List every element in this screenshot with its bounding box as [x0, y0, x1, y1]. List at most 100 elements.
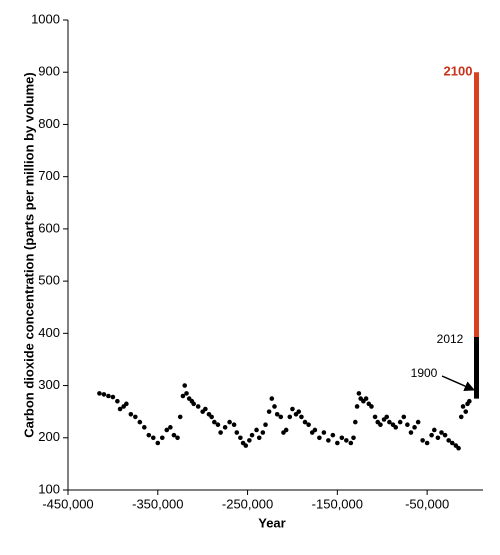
data-point — [146, 432, 152, 438]
data-point — [330, 432, 336, 438]
data-point — [168, 425, 173, 430]
x-tick-label: -150,000 — [312, 496, 363, 511]
data-point — [467, 398, 472, 404]
data-point — [260, 430, 266, 435]
x-tick-label: -350,000 — [132, 496, 183, 511]
data-point — [182, 383, 188, 388]
data-point — [372, 414, 378, 420]
data-point — [215, 422, 221, 428]
data-point — [177, 414, 183, 420]
y-tick-label: 300 — [38, 377, 60, 392]
data-point — [387, 419, 392, 425]
data-point — [266, 409, 272, 414]
data-point — [218, 430, 223, 435]
data-point — [117, 406, 123, 412]
data-point — [397, 419, 403, 425]
data-point — [159, 435, 165, 441]
y-tick-label: 1000 — [31, 11, 60, 26]
data-point — [302, 419, 308, 425]
data-point — [458, 414, 464, 420]
data-point — [184, 391, 189, 396]
data-point — [238, 435, 243, 441]
data-point — [249, 432, 255, 438]
x-tick-label: -250,000 — [222, 496, 273, 511]
y-tick-label: 600 — [38, 220, 60, 235]
data-point — [463, 409, 469, 414]
data-point — [115, 398, 120, 404]
data-point — [363, 396, 369, 401]
data-point — [287, 414, 293, 420]
annotation-arrow — [441, 375, 475, 392]
y-tick-label: 700 — [38, 168, 60, 183]
data-point — [439, 430, 444, 435]
data-point — [290, 406, 295, 412]
data-point — [254, 427, 259, 433]
data-point — [384, 414, 390, 420]
data-point — [432, 427, 437, 433]
x-axis-label: Year — [258, 515, 285, 530]
data-point — [344, 438, 349, 443]
data-point — [317, 435, 322, 441]
data-point — [203, 406, 208, 412]
annotation: 2100 — [444, 63, 473, 78]
y-tick-label: 500 — [38, 273, 60, 288]
x-tick-label: -50,000 — [405, 496, 449, 511]
data-point — [269, 396, 275, 401]
data-point — [278, 414, 284, 420]
data-point — [256, 435, 262, 441]
data-point — [171, 432, 177, 438]
data-point — [155, 440, 161, 446]
data-point — [408, 430, 414, 435]
data-point — [164, 427, 170, 433]
data-point — [101, 392, 107, 397]
data-point — [306, 422, 311, 428]
annotation: 1900 — [411, 366, 438, 380]
data-point — [449, 440, 455, 446]
data-point — [133, 414, 138, 420]
data-point — [456, 445, 461, 451]
data-point — [354, 404, 360, 409]
data-point — [378, 422, 383, 428]
data-point — [335, 440, 340, 446]
data-point — [353, 419, 358, 425]
data-point — [195, 404, 201, 409]
data-point — [369, 404, 374, 409]
data-point — [227, 419, 232, 425]
data-point — [274, 411, 280, 417]
data-point — [124, 401, 129, 407]
data-point — [296, 409, 302, 414]
data-point — [137, 419, 143, 425]
data-point — [415, 419, 421, 425]
data-point — [348, 440, 354, 446]
data-point — [247, 438, 252, 443]
data-point — [222, 425, 228, 430]
annotation: 2012 — [437, 332, 464, 346]
y-tick-label: 200 — [38, 429, 60, 444]
data-point — [209, 414, 214, 420]
data-point — [351, 435, 356, 441]
y-tick-label: 900 — [38, 64, 60, 79]
data-point — [321, 430, 327, 435]
y-tick-label: 800 — [38, 116, 60, 131]
data-point — [180, 393, 186, 399]
y-axis-label: Carbon dioxide concentration (parts per … — [21, 72, 36, 438]
data-point — [326, 438, 331, 443]
data-point — [446, 438, 451, 443]
data-point — [272, 404, 277, 409]
data-point — [128, 411, 134, 417]
x-tick-label: -450,000 — [42, 496, 93, 511]
data-point — [212, 419, 217, 425]
data-point — [312, 427, 318, 433]
y-tick-label: 100 — [38, 481, 60, 496]
data-point — [175, 435, 180, 441]
data-point — [142, 425, 147, 430]
data-point — [106, 393, 111, 399]
data-point — [424, 440, 430, 446]
data-point — [191, 401, 196, 407]
data-point — [429, 432, 434, 438]
data-point — [420, 438, 425, 443]
data-point — [263, 422, 268, 428]
data-point — [393, 425, 399, 430]
data-point — [231, 422, 237, 428]
